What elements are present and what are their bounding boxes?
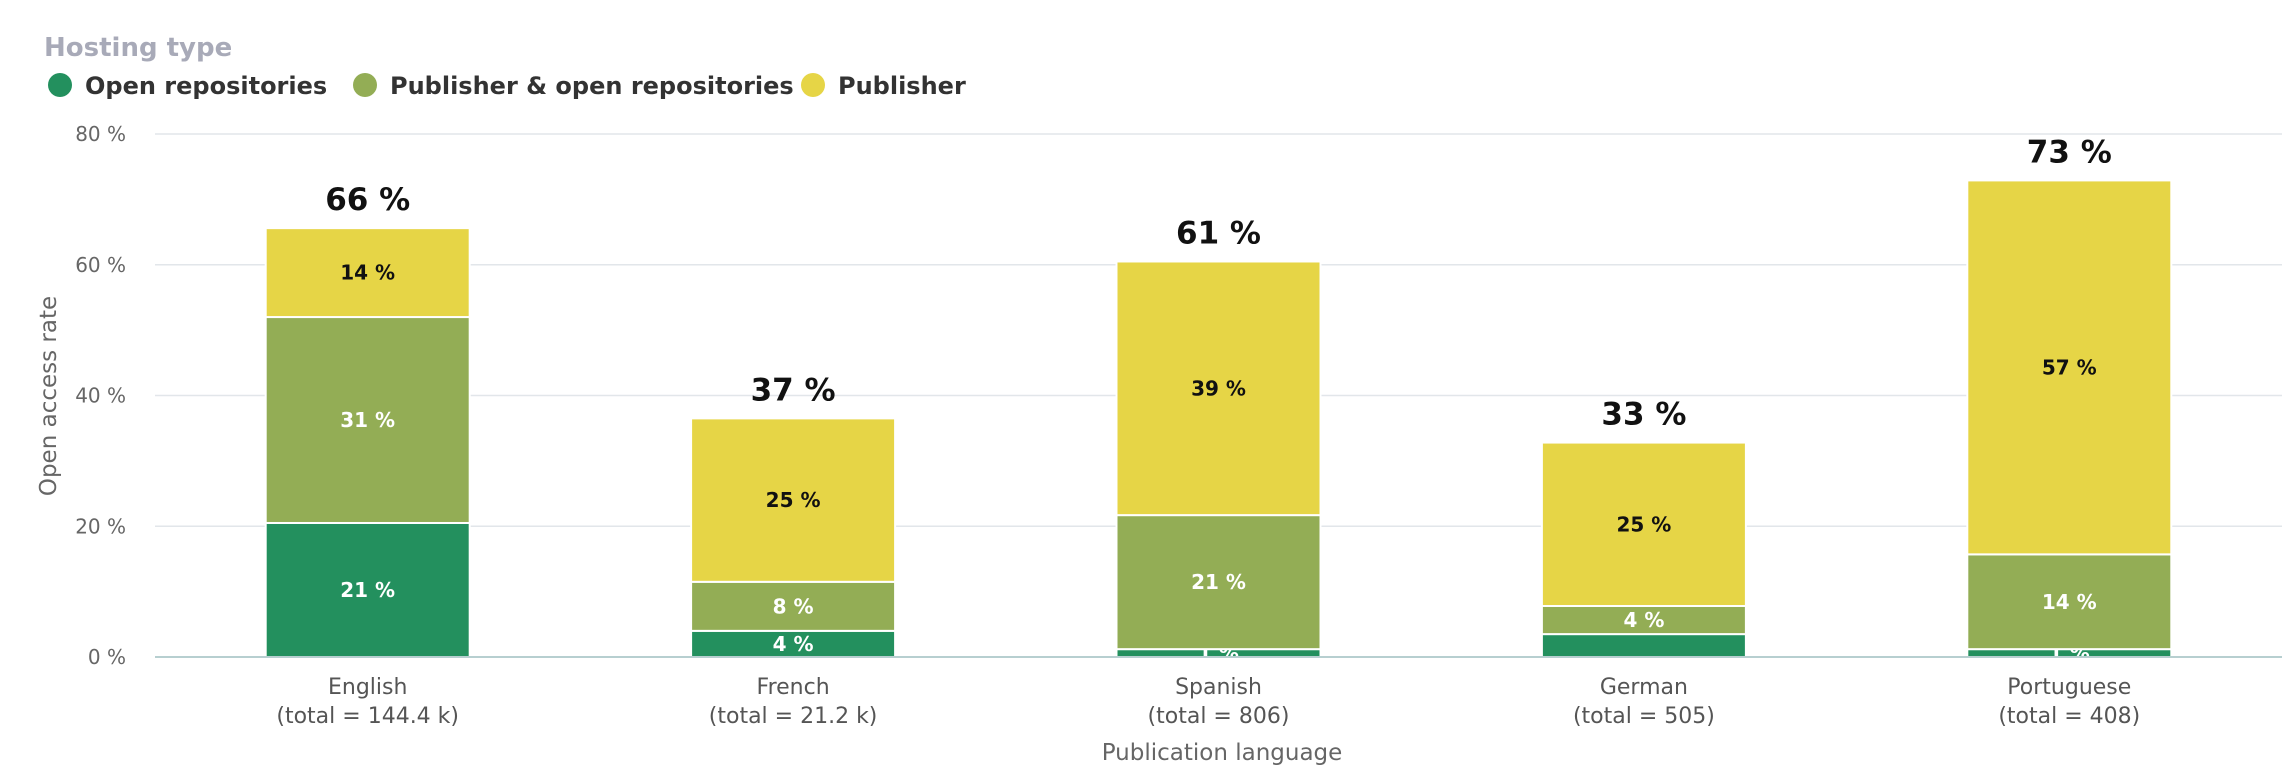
bar-total-label: 37 % <box>751 372 836 408</box>
legend-label-2[interactable]: Publisher <box>838 72 966 100</box>
legend-marker-2[interactable] <box>801 73 825 97</box>
bar-segment[interactable] <box>1115 260 1322 517</box>
bar-segment[interactable] <box>1540 441 1747 608</box>
x-tick-label: English <box>328 675 407 700</box>
legend-label-0[interactable]: Open repositories <box>85 72 327 100</box>
y-tick-label: 80 % <box>75 122 126 146</box>
bar-segment[interactable] <box>690 580 897 632</box>
y-tick-label: 40 % <box>75 384 126 408</box>
legend: Open repositories Publisher & open reposi… <box>48 72 966 100</box>
segment-value-label: 21 % <box>340 578 395 602</box>
legend-label-1[interactable]: Publisher & open repositories <box>390 72 794 100</box>
legend-marker-0[interactable] <box>48 73 72 97</box>
segment-value-label: 57 % <box>2042 355 2097 379</box>
bar-total-label: 33 % <box>1601 397 1686 433</box>
x-axis-title: Publication language <box>1102 740 1343 766</box>
legend-marker-1[interactable] <box>353 73 377 97</box>
bar-segment[interactable] <box>1540 633 1747 659</box>
bars: 21 %31 %14 %66 %4 %8 %25 %37 %1 %21 %39 … <box>264 134 2173 665</box>
x-tick-label: German <box>1600 675 1688 700</box>
y-tick-label: 20 % <box>75 514 126 538</box>
segment-value-label: 8 % <box>773 594 814 618</box>
legend-title: Hosting type <box>44 33 232 63</box>
y-axis-ticks: 0 % 20 % 40 % 60 % 80 % <box>75 122 126 669</box>
segment-value-label: 14 % <box>2042 590 2097 614</box>
y-tick-label: 60 % <box>75 253 126 277</box>
x-tick-subtitle: (total = 806) <box>1148 704 1290 729</box>
x-tick-label: Spanish <box>1175 675 1262 700</box>
x-tick-subtitle: (total = 408) <box>1998 704 2140 729</box>
x-axis-labels: English (total = 144.4 k) French (total = 2… <box>276 675 2140 729</box>
segment-value-label: 4 % <box>1623 608 1664 632</box>
bar-total-label: 73 % <box>2027 134 2112 170</box>
y-tick-label: 0 % <box>88 645 126 669</box>
y-axis-title: Open access rate <box>36 296 62 496</box>
bar-segment[interactable] <box>1966 553 2173 651</box>
segment-value-label: 14 % <box>340 261 395 285</box>
x-tick-subtitle: (total = 21.2 k) <box>709 704 878 729</box>
bar-segment[interactable] <box>1966 179 2173 556</box>
x-tick-label: French <box>757 675 830 700</box>
bar-total-label: 66 % <box>325 182 410 218</box>
bar-segment[interactable] <box>264 521 471 659</box>
segment-value-label: 25 % <box>1616 512 1671 536</box>
bar-total-label: 61 % <box>1176 215 1261 251</box>
segment-value-label: 25 % <box>766 488 821 512</box>
x-tick-subtitle: (total = 144.4 k) <box>276 704 459 729</box>
bar-segment[interactable] <box>690 417 897 583</box>
segment-value-label: 31 % <box>340 408 395 432</box>
bar-segment[interactable] <box>1115 514 1322 651</box>
bar-segment[interactable] <box>264 316 471 524</box>
segment-value-label: 4 % <box>773 632 814 656</box>
x-tick-subtitle: (total = 505) <box>1573 704 1715 729</box>
segment-value-label: 21 % <box>1191 570 1246 594</box>
x-tick-label: Portuguese <box>2007 675 2131 700</box>
bar-segment[interactable] <box>1540 605 1747 636</box>
segment-value-label: 39 % <box>1191 376 1246 400</box>
bar-segment[interactable] <box>264 227 471 319</box>
